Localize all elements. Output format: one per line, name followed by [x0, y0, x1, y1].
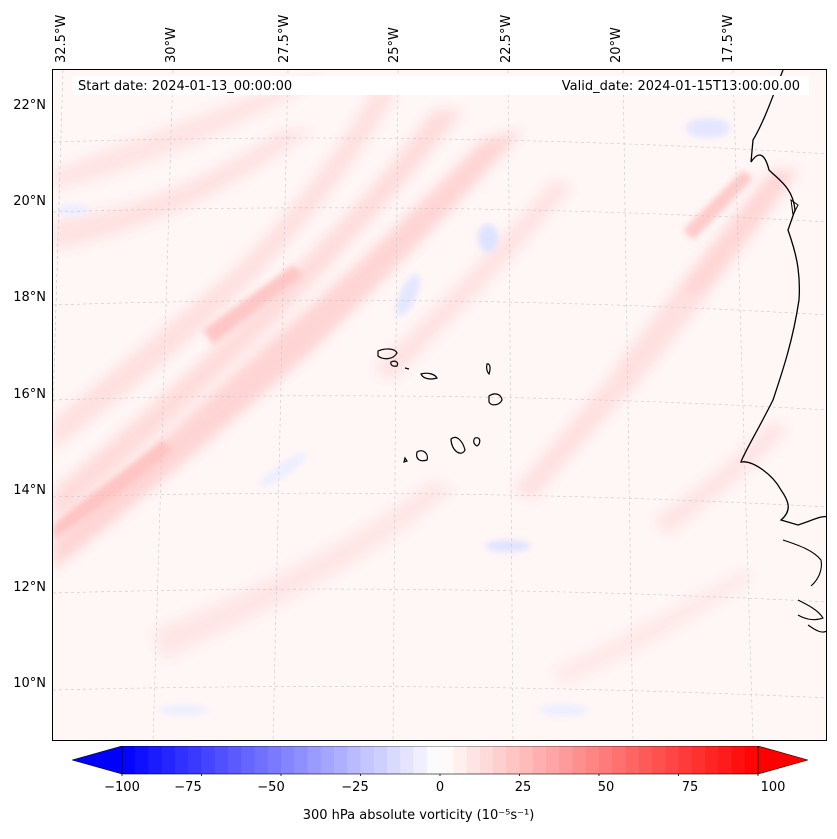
- colorbar-tick-label: −100: [104, 780, 140, 795]
- colorbar-cell: [599, 746, 613, 774]
- colorbar-cell: [440, 746, 454, 774]
- colorbar-cell: [201, 746, 216, 774]
- colorbar-cell: [214, 746, 229, 774]
- colorbar-cell: [559, 746, 573, 774]
- lat-label-10n: 10°N: [13, 676, 46, 691]
- colorbar-label: 300 hPa absolute vorticity (10⁻⁵s⁻¹): [302, 808, 535, 823]
- colorbar-cell: [426, 746, 441, 774]
- colorbar-cell: [678, 746, 693, 774]
- colorbar-cell: [254, 746, 269, 774]
- colorbar-cell: [612, 746, 626, 774]
- colorbar-cell: [718, 746, 732, 774]
- colorbar-cell: [506, 746, 520, 774]
- colorbar-tick-label: 0: [435, 780, 445, 795]
- colorbar-cell: [572, 746, 587, 774]
- colorbar-cell: [175, 746, 189, 774]
- colorbar-cell: [585, 746, 600, 774]
- colorbar-tick-label: 100: [760, 780, 786, 795]
- colorbar-cell: [122, 746, 136, 774]
- colorbar-cell: [705, 746, 719, 774]
- lon-label-17.5w: 17.5°W: [721, 14, 736, 63]
- positive-vorticity-bands: [53, 80, 798, 685]
- colorbar-cell: [691, 746, 706, 774]
- colorbar-cell: [466, 746, 481, 774]
- colorbar-tick-label: 25: [514, 780, 532, 795]
- colorbar-cell: [267, 746, 282, 774]
- colorbar-cell: [188, 746, 202, 774]
- colorbar-cell: [294, 746, 308, 774]
- colorbar-cell: [387, 746, 401, 774]
- lon-label-25w: 25°W: [387, 27, 402, 63]
- colorbar-cell: [281, 746, 295, 774]
- colorbar-cell: [135, 746, 149, 774]
- colorbar-tick-label: −50: [257, 780, 285, 795]
- colorbar-cell: [493, 746, 507, 774]
- lat-label-22n: 22°N: [13, 98, 46, 113]
- colorbar-cell: [652, 746, 666, 774]
- strong-positive-vorticity: [53, 170, 753, 540]
- colorbar-cell: [479, 746, 494, 774]
- colorbar-cell: [360, 746, 375, 774]
- colorbar-cell: [241, 746, 255, 774]
- colorbar-tick-label: −75: [174, 780, 202, 795]
- colorbar-tick-label: 50: [597, 780, 615, 795]
- colorbar-cell: [228, 746, 242, 774]
- colorbar-cell: [400, 746, 414, 774]
- colorbar-cell: [638, 746, 653, 774]
- lat-label-16n: 16°N: [13, 387, 46, 402]
- lon-label-27.5w: 27.5°W: [277, 14, 292, 63]
- colorbar-tick-label: −25: [341, 780, 369, 795]
- colorbar-cell: [731, 746, 746, 774]
- colorbar-cell: [744, 746, 759, 774]
- colorbar: [72, 746, 808, 776]
- cape-verde-islands: [377, 348, 503, 463]
- colorbar-cell: [519, 746, 534, 774]
- colorbar-cell: [373, 746, 388, 774]
- date-annotation-box: [72, 76, 809, 95]
- lon-label-20w: 20°W: [609, 27, 624, 63]
- lat-label-18n: 18°N: [13, 290, 46, 305]
- colorbar-cell: [625, 746, 640, 774]
- colorbar-max-extension: [757, 746, 808, 775]
- colorbar-cell: [148, 746, 163, 774]
- graticule: [53, 70, 826, 740]
- valid-date-text: Valid_date: 2024-01-15T13:00:00.00: [561, 79, 800, 94]
- lat-label-14n: 14°N: [13, 483, 46, 498]
- colorbar-tick-label: 75: [681, 780, 699, 795]
- lon-label-32.5w: 32.5°W: [54, 14, 69, 63]
- colorbar-cell: [546, 746, 560, 774]
- negative-vorticity-patches: [57, 118, 730, 716]
- colorbar-cell: [453, 746, 467, 774]
- colorbar-cell: [161, 746, 176, 774]
- colorbar-min-extension: [72, 746, 123, 775]
- lat-label-12n: 12°N: [13, 580, 46, 595]
- lat-label-20n: 20°N: [13, 194, 46, 209]
- colorbar-cell: [413, 746, 428, 774]
- colorbar-cell: [320, 746, 335, 774]
- africa-coastline: [740, 70, 826, 526]
- colorbar-cell: [347, 746, 361, 774]
- start-date-text: Start date: 2024-01-13_00:00:00: [78, 79, 293, 94]
- colorbar-cell: [334, 746, 348, 774]
- vorticity-field: [53, 70, 826, 740]
- map-panel: [52, 69, 827, 741]
- colorbar-cell: [532, 746, 547, 774]
- colorbar-cell: [665, 746, 679, 774]
- lon-label-22.5w: 22.5°W: [499, 14, 514, 63]
- lon-label-30w: 30°W: [164, 27, 179, 63]
- colorbar-cell: [307, 746, 322, 774]
